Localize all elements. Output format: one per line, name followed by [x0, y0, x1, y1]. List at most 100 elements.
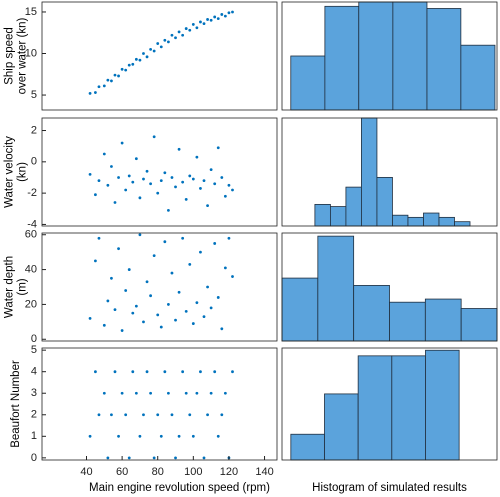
point — [138, 434, 142, 438]
histogram-bar — [425, 349, 460, 461]
histogram-bar — [426, 8, 462, 111]
point — [145, 280, 149, 284]
point — [195, 391, 199, 395]
point — [138, 196, 142, 200]
point — [124, 289, 128, 292]
point — [97, 179, 101, 183]
point — [231, 188, 234, 192]
point — [206, 413, 209, 417]
y-tick-label: 4 — [31, 366, 37, 378]
point — [170, 413, 174, 417]
point — [181, 33, 185, 37]
axes-box — [41, 232, 278, 342]
point — [142, 177, 145, 181]
axes-box — [41, 117, 278, 227]
point — [149, 47, 152, 51]
point — [174, 456, 177, 460]
y-tick-label: 0 — [31, 452, 37, 464]
histogram-bar — [290, 433, 325, 461]
histogram-bar — [290, 55, 326, 111]
point — [181, 370, 185, 374]
point — [142, 52, 145, 55]
point — [159, 45, 163, 49]
point — [184, 391, 188, 395]
point — [191, 322, 195, 325]
y-tick-label: 0 — [31, 156, 37, 168]
point — [216, 434, 220, 438]
histogram-bar — [353, 285, 390, 342]
point — [177, 434, 181, 438]
point — [131, 370, 135, 374]
axes-box — [41, 347, 278, 461]
point — [188, 28, 192, 32]
point — [120, 141, 124, 145]
point — [156, 42, 160, 45]
point — [213, 15, 217, 19]
point — [199, 187, 202, 190]
point — [97, 413, 101, 417]
point — [152, 135, 156, 139]
point — [106, 299, 110, 303]
point — [202, 22, 206, 25]
histogram-bar — [281, 277, 319, 342]
point — [184, 197, 188, 201]
point — [202, 179, 206, 183]
point — [184, 27, 188, 30]
point — [163, 370, 167, 374]
point — [134, 57, 138, 61]
histogram-bar — [361, 117, 378, 227]
histogram-bar — [389, 301, 426, 342]
point — [220, 327, 224, 331]
axes-box — [281, 232, 498, 342]
histogram-bar — [357, 355, 393, 461]
point — [131, 180, 135, 184]
point — [220, 13, 224, 16]
axes-box — [41, 1, 278, 111]
point — [138, 233, 142, 237]
histogram-bar — [324, 5, 360, 111]
point — [174, 318, 177, 322]
histogram-bar — [424, 298, 462, 342]
point — [97, 236, 101, 240]
point — [131, 62, 135, 66]
point — [213, 242, 217, 245]
y-tick-label: 60 — [25, 229, 37, 241]
point — [110, 165, 113, 168]
point — [102, 391, 106, 395]
point — [110, 276, 113, 280]
y-axis-label: over water (kn) — [17, 17, 29, 94]
point — [134, 304, 138, 308]
point — [220, 176, 224, 179]
x-tick-label: 120 — [220, 466, 238, 478]
point — [88, 91, 92, 95]
point — [127, 63, 131, 67]
y-axis-label: Beaufort Number — [10, 360, 22, 448]
point — [152, 49, 156, 53]
point — [102, 152, 106, 156]
y-tick-label: 3 — [31, 387, 37, 399]
point — [223, 391, 227, 395]
point — [213, 370, 217, 374]
point — [195, 155, 199, 159]
point — [113, 73, 117, 77]
point — [213, 182, 217, 186]
point — [131, 311, 135, 315]
point — [88, 434, 92, 438]
point — [209, 168, 213, 172]
x-axis-label: Histogram of simulated results — [312, 482, 467, 494]
point — [120, 391, 124, 395]
point — [216, 17, 220, 21]
point — [163, 240, 167, 244]
histogram-bar — [324, 393, 359, 461]
histogram-bar — [438, 216, 455, 227]
point — [167, 40, 170, 44]
y-tick-label: 2 — [31, 409, 37, 421]
point — [199, 370, 202, 374]
point — [231, 10, 234, 14]
point — [120, 67, 124, 71]
point — [106, 183, 110, 187]
point — [227, 11, 231, 15]
histogram-bar — [317, 235, 355, 342]
histogram-bar — [376, 176, 393, 227]
point — [88, 316, 92, 320]
